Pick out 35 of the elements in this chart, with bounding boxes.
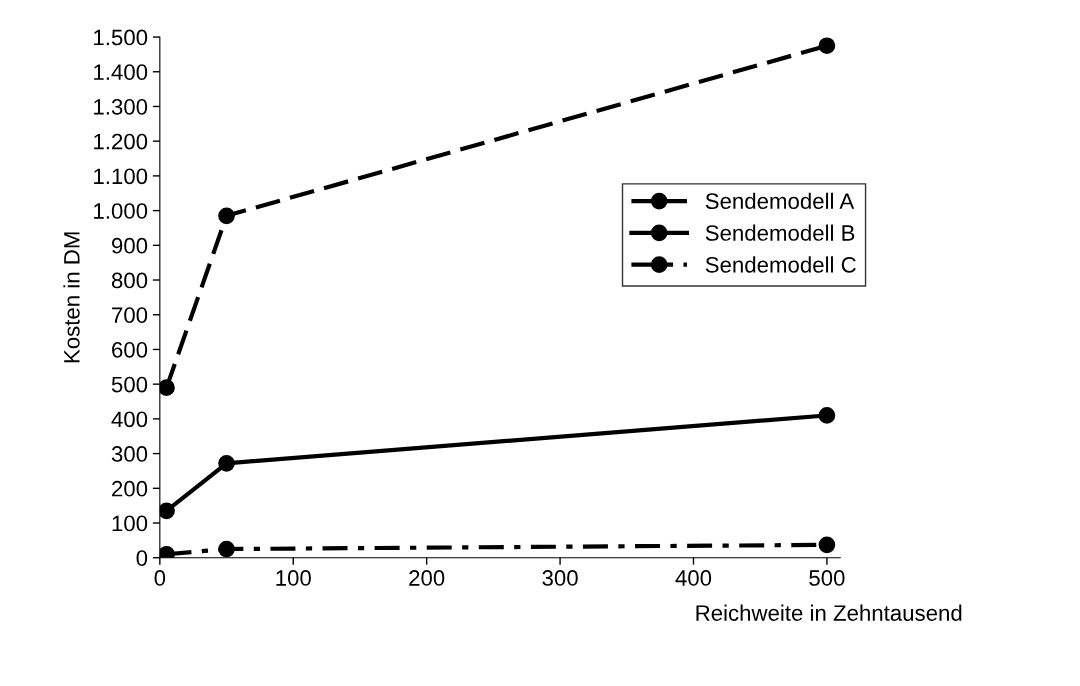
- y-tick-label: 800: [111, 272, 148, 289]
- y-tick-label: 500: [111, 376, 148, 393]
- y-tick-label: 200: [112, 480, 148, 497]
- point: [218, 207, 235, 225]
- y-tick-label: 100: [112, 515, 148, 532]
- x-tick-label: 500: [809, 570, 845, 586]
- y-tick-label: 1.200: [94, 133, 148, 150]
- y-tick-label: 0: [136, 550, 148, 566]
- point: [159, 379, 175, 396]
- x-tick-label: 400: [675, 570, 712, 586]
- y-tick-label: 1.100: [94, 168, 148, 185]
- y-tick-label: 700: [112, 307, 148, 324]
- x-tick-label: 100: [276, 570, 311, 586]
- y-tick-label: 1.500: [94, 29, 148, 46]
- legend-label: Sendemodell C: [705, 256, 856, 273]
- y-tick-label: 900: [112, 237, 148, 254]
- legend-label: Sendemodell B: [705, 224, 855, 241]
- legend-label: Sendemodell A: [705, 192, 855, 210]
- x-tick-label: 200: [409, 570, 445, 586]
- y-tick-label: 1.400: [94, 64, 148, 81]
- point: [818, 37, 836, 55]
- x-tick-label: 0: [154, 570, 166, 586]
- y-tick-label: 1.000: [94, 203, 148, 219]
- x-tick-label: 300: [542, 570, 578, 586]
- x-axis-title: Reichweite in Zehntausend: [696, 604, 962, 621]
- point: [218, 540, 235, 558]
- point: [159, 502, 175, 520]
- y-axis-title: Kosten in DM: [63, 232, 80, 363]
- y-tick-label: 600: [112, 341, 148, 358]
- y-tick-label: 400: [111, 411, 148, 428]
- point: [818, 536, 836, 554]
- point: [218, 454, 235, 472]
- y-tick-label: 1.300: [94, 99, 148, 115]
- point: [818, 407, 836, 424]
- y-tick-label: 300: [111, 446, 148, 462]
